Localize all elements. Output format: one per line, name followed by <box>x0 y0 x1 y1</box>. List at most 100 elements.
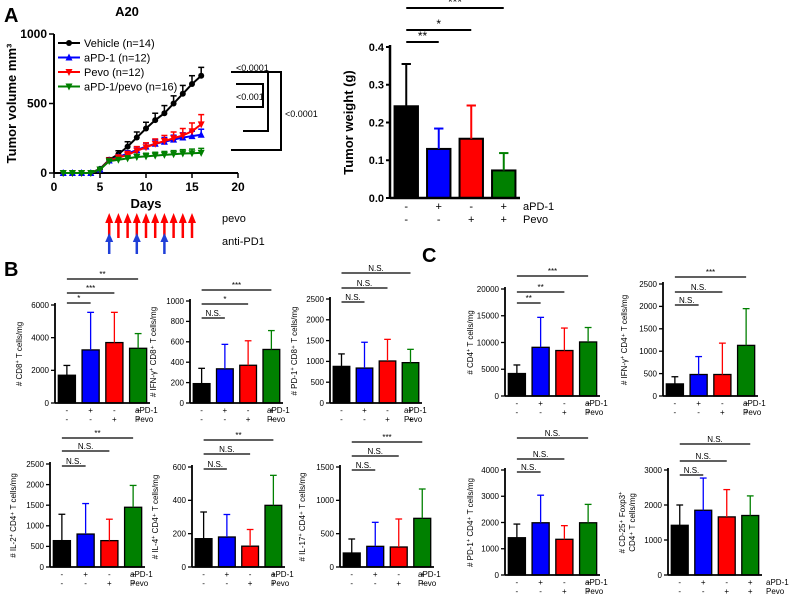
cd4-y-label-pre: # CD4 <box>466 351 475 374</box>
cd8-y-label: # CD8+ T cells/mg <box>15 322 24 386</box>
pd1_cd8-sig-label-1: N.S. <box>357 279 373 288</box>
ifng_cd4-row1-sign: - <box>674 399 677 408</box>
growth-xtick-label: 20 <box>231 180 245 194</box>
ifng_cd8-row2-sign: + <box>246 415 251 424</box>
growth-ytick-label: 500 <box>27 97 47 111</box>
ifng_cd4-row2-sign: - <box>697 408 700 417</box>
ifng_cd4-ytick-label: 500 <box>644 369 658 378</box>
il4_cd4-row2-sign: + <box>271 579 276 588</box>
weight-bar-0 <box>393 105 419 199</box>
ifng_cd8-bar-3 <box>262 348 281 404</box>
cd4-ytick-label: 15000 <box>477 312 500 321</box>
weight-row2-label: Pevo <box>523 214 548 226</box>
il4_cd4-sig-label-0: N.S. <box>207 460 223 469</box>
pd1_cd8-row1-label: aPD-1 <box>404 406 427 415</box>
il4_cd4-y-label-pre: # IL-4 <box>151 538 160 559</box>
pd1_cd8-row2-label: Pevo <box>404 415 423 424</box>
ifng_cd4-row1-sign: - <box>721 399 724 408</box>
treg-bar-3 <box>741 514 760 576</box>
legend-marker <box>65 69 73 76</box>
growth-xtick-label: 15 <box>185 180 199 194</box>
treg-y-label-pre: # CD-25⁺ Foxp3 <box>618 494 627 553</box>
pd1_cd4-bar-1 <box>531 522 550 576</box>
il2_cd4-row2-sign: + <box>131 579 136 588</box>
panel-label-a: A <box>4 5 18 27</box>
treg-sig-label-1: N.S. <box>695 452 711 461</box>
cd8-ytick-label: 2000 <box>31 366 49 375</box>
growth-point <box>188 128 196 136</box>
growth-point <box>142 153 150 161</box>
il2_cd4-row1-sign: - <box>61 570 64 579</box>
antipd1-label: anti-PD1 <box>222 236 265 248</box>
pd1_cd8-y-label-sup: + <box>290 367 296 370</box>
il2_cd4-bar-1 <box>76 533 95 568</box>
pd1_cd8-ytick-label: 2500 <box>306 295 324 304</box>
cd4-bar-1 <box>531 346 550 397</box>
growth-sig-bracket <box>231 71 282 151</box>
ifng_cd4-ytick-label: 1000 <box>639 347 657 356</box>
pevo-arrow-head <box>151 213 160 223</box>
pevo-arrow-head <box>105 213 114 223</box>
pevo-arrow-head <box>132 213 141 223</box>
pd1_cd4-row2-label: Pevo <box>585 587 604 596</box>
il17_cd4-y-label: # IL-17+ CD4⁺ T cells/mg <box>298 472 307 561</box>
ifng_cd4-ytick-label: 2000 <box>639 302 657 311</box>
antipd1-arrow-head <box>132 233 141 242</box>
growth-x-label: Days <box>130 196 161 211</box>
legend-label: Pevo (n=12) <box>84 67 144 79</box>
antipd1-arrow-head <box>105 233 114 242</box>
cd4-sig-label-0: ** <box>526 294 532 303</box>
cd4-ytick-label: 20000 <box>477 285 500 294</box>
ifng_cd8-ytick-label: 800 <box>171 317 185 326</box>
il2_cd4-row1-label: aPD-1 <box>130 570 153 579</box>
il4_cd4-row1-sign: + <box>225 570 230 579</box>
il17_cd4-row2-sign: + <box>420 579 425 588</box>
pd1_cd8-bar-1 <box>355 367 374 404</box>
cd8-row2-sign: - <box>66 415 69 424</box>
cd8-row1-sign: + <box>136 406 141 415</box>
ifng_cd4-row1-sign: + <box>744 399 749 408</box>
il2_cd4-y-label-sup: + <box>9 534 15 537</box>
pd1_cd4-ytick-label: 0 <box>495 571 500 580</box>
pd1_cd8-y-label-pre: # PD-1 <box>290 370 299 395</box>
cd8-row2-sign: - <box>89 415 92 424</box>
il2_cd4-bar-2 <box>100 539 119 568</box>
il4_cd4-y-label: # IL-4+ CD4⁺ T cells/mg <box>151 475 160 560</box>
ifng_cd4-row2-sign: - <box>674 408 677 417</box>
growth-point <box>197 121 205 129</box>
il17_cd4-row2-sign: - <box>374 579 377 588</box>
growth-point <box>198 72 205 79</box>
growth-xtick-label: 10 <box>139 180 153 194</box>
pd1_cd4-sig-label-1: N.S. <box>533 450 549 459</box>
ifng_cd8-bar-2 <box>239 364 258 404</box>
weight-ytick-label: 0.1 <box>369 155 384 167</box>
growth-point <box>96 166 104 174</box>
il4_cd4-ytick-label: 200 <box>173 529 187 538</box>
weight-y-label: Tumor weight (g) <box>341 70 356 174</box>
cd8-row2-label: Pevo <box>135 415 154 424</box>
il17_cd4-row1-sign: + <box>373 570 378 579</box>
il4_cd4-bar-3 <box>264 504 283 568</box>
cd8-sig-label-0: * <box>77 294 80 303</box>
growth-point <box>152 117 159 124</box>
legend-marker <box>65 53 73 61</box>
il17_cd4-ytick-label: 500 <box>321 529 335 538</box>
pd1_cd8-y-label-post: CD8⁺ T cells/mg <box>290 306 299 367</box>
cd8-row1-sign: - <box>113 406 116 415</box>
pevo-arrow-head <box>188 213 196 223</box>
growth-point <box>197 130 205 138</box>
pd1_cd4-row1-sign: - <box>516 578 519 587</box>
ifng_cd8-row2-label: Pevo <box>267 415 286 424</box>
cd8-row2-sign: + <box>112 415 117 424</box>
growth-point <box>124 155 132 163</box>
treg-row1-sign: - <box>725 578 728 587</box>
ifng_cd8-row1-sign: - <box>247 406 250 415</box>
growth-point <box>160 138 168 146</box>
il2_cd4-row1-sign: + <box>131 570 136 579</box>
il17_cd4-y-label-sup: + <box>298 533 304 536</box>
growth-point <box>179 132 187 140</box>
il17_cd4-bar-1 <box>366 545 385 568</box>
ifng_cd4-bar-0 <box>665 383 685 397</box>
cd8-row2-sign: + <box>136 415 141 424</box>
